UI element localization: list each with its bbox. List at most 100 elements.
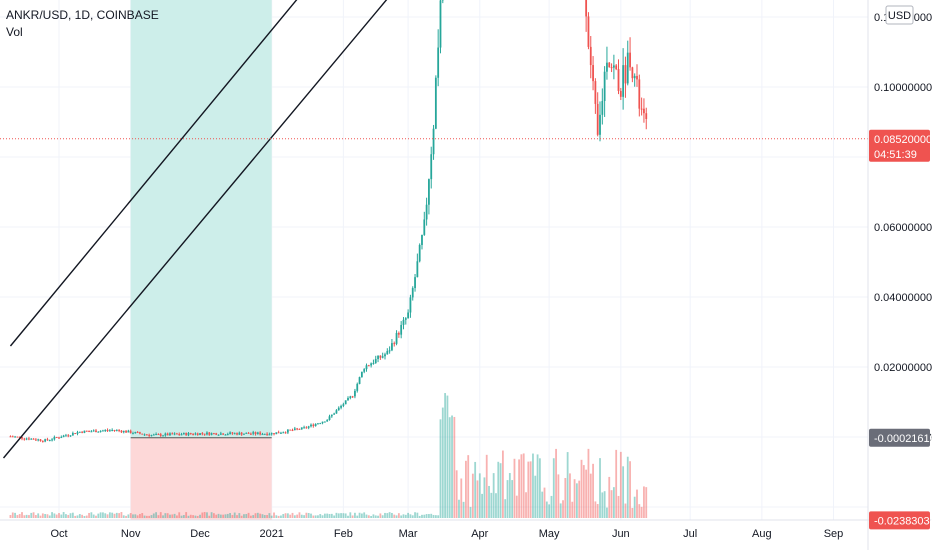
volume-bar [402, 514, 405, 518]
trendline-1[interactable] [9, 0, 528, 347]
candle-body [155, 434, 158, 436]
candle-body [16, 436, 19, 438]
currency-badge-label[interactable]: USD [888, 10, 911, 22]
candle-body [296, 428, 299, 430]
candle-body [645, 113, 648, 119]
time-tick-label[interactable]: Apr [471, 528, 488, 540]
volume-bar [159, 512, 162, 518]
time-tick-label[interactable]: Jun [612, 528, 630, 540]
candle-body [317, 423, 319, 425]
volume-bar [386, 513, 389, 518]
candle-body [636, 75, 638, 80]
candle-body [71, 433, 74, 436]
time-tick-label[interactable]: May [539, 528, 560, 540]
candle-body [120, 430, 123, 433]
candle-body [173, 433, 176, 435]
candle-body [62, 435, 65, 438]
volume-bar [136, 515, 139, 518]
volume-bars [9, 393, 648, 518]
position-tool[interactable] [130, 0, 272, 521]
candle-body [21, 436, 23, 439]
volume-bar [471, 473, 474, 518]
candle-body [90, 431, 93, 433]
candle-body [407, 312, 410, 319]
candle-body [136, 432, 139, 434]
volume-bar [557, 474, 560, 518]
price-badge [869, 511, 930, 530]
volume-bar [525, 492, 527, 518]
volume-bar [418, 515, 421, 518]
volume-bar [624, 503, 627, 518]
volume-bar [55, 514, 58, 518]
candle-body [437, 47, 440, 78]
volume-bar [379, 513, 382, 518]
loss-zone[interactable] [130, 437, 272, 521]
profit-zone[interactable] [130, 0, 272, 438]
volume-bar [317, 515, 319, 518]
candle-body [377, 355, 379, 360]
price-axis[interactable]: 0.240000000.200000000.180000000.16000000… [867, 0, 932, 550]
time-tick-label[interactable]: Dec [190, 528, 210, 540]
candle-body [386, 351, 389, 355]
volume-label[interactable]: Vol [6, 25, 23, 39]
time-tick-label[interactable]: Feb [334, 528, 353, 540]
time-tick-label[interactable]: Mar [399, 528, 418, 540]
volume-bar [39, 515, 42, 518]
candle-body [217, 434, 220, 436]
volume-bar [143, 515, 146, 518]
trendline-2[interactable] [2, 0, 434, 459]
volume-bar [538, 458, 541, 518]
time-tick-label[interactable]: Nov [121, 528, 141, 540]
time-tick-label[interactable]: 2021 [259, 528, 283, 540]
candle-body [612, 65, 615, 68]
time-tick-label[interactable]: Aug [752, 528, 772, 540]
candle-body [215, 433, 218, 435]
symbol-title[interactable]: ANKR/USD, 1D, COINBASE [6, 8, 159, 22]
volume-bar [307, 512, 310, 518]
volume-bar [270, 515, 273, 518]
volume-bar [400, 515, 403, 518]
time-axis[interactable]: Oct Nov Dec 2021 Feb Mar Apr May Jun Jul Aug Sep [0, 519, 932, 540]
candle-body [222, 433, 225, 435]
time-tick-label[interactable]: Sep [824, 528, 844, 540]
price-tick-label[interactable]: 0.10000000 [874, 82, 932, 94]
trendlines[interactable] [2, 0, 529, 459]
volume-bar [65, 514, 67, 518]
volume-bar [575, 483, 578, 518]
candle-body [411, 288, 414, 298]
candle-body [58, 437, 60, 439]
volume-bar [69, 513, 72, 518]
candle-body [409, 297, 412, 313]
volume-bar [41, 513, 44, 518]
volume-bar [640, 506, 643, 518]
time-tick-label[interactable]: Jul [683, 528, 697, 540]
volume-bar [11, 512, 14, 518]
time-tick-label[interactable]: Oct [50, 528, 67, 540]
candle-body [226, 434, 229, 436]
candle-body [245, 432, 248, 434]
candle-body [150, 435, 153, 437]
candle-body [187, 433, 190, 436]
volume-bar [645, 487, 648, 518]
candle-body [381, 356, 384, 358]
volume-bar [532, 453, 534, 518]
volume-bar [229, 513, 231, 518]
candle-body [596, 103, 599, 135]
volume-bar [381, 515, 384, 518]
volume-bar [596, 504, 599, 518]
volume-bar [458, 499, 460, 518]
volume-bar [340, 513, 342, 518]
volume-bar [492, 473, 495, 518]
candle-body [171, 433, 174, 435]
price-tick-label[interactable]: 0.02000000 [874, 362, 932, 374]
price-tick-label[interactable]: 0.06000000 [874, 222, 932, 234]
candle-body [180, 434, 183, 436]
symbol-legend[interactable]: ANKR/USD, 1D, COINBASE Vol [6, 7, 159, 41]
candle-body [83, 430, 86, 433]
candle-body [157, 434, 160, 436]
candle-body [356, 383, 359, 391]
price-tick-label[interactable]: 0.04000000 [874, 292, 932, 304]
currency-badge[interactable] [885, 5, 914, 25]
